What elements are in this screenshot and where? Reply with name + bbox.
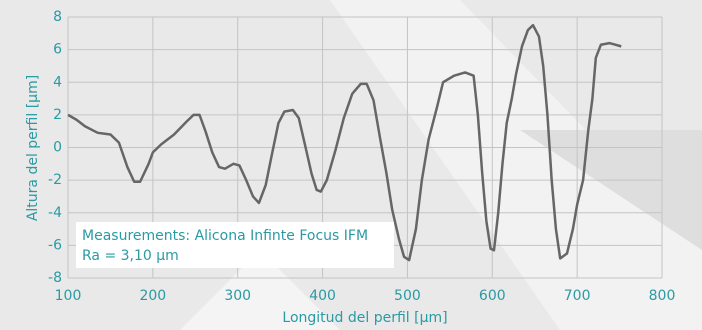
annotation-box xyxy=(76,222,394,268)
x-tick-label: 800 xyxy=(649,288,676,304)
y-tick-label: -2 xyxy=(48,172,62,188)
y-tick-label: -4 xyxy=(48,205,62,221)
annotation: Ra = 3,10 µm xyxy=(82,248,179,264)
y-tick-label: -8 xyxy=(48,270,62,286)
y-tick-label: 4 xyxy=(53,74,62,90)
y-tick-label: 8 xyxy=(53,9,62,25)
x-tick-label: 400 xyxy=(309,288,336,304)
y-tick-label: 2 xyxy=(53,107,62,123)
x-tick-label: 700 xyxy=(564,288,591,304)
annotation: Measurements: Alicona Infinte Focus IFM xyxy=(82,228,368,244)
y-axis-label: Altura del perfil [µm] xyxy=(25,75,41,221)
x-tick-label: 100 xyxy=(55,288,82,304)
profile-line xyxy=(67,23,622,262)
x-tick-label: 500 xyxy=(394,288,421,304)
x-tick-label: 200 xyxy=(139,288,166,304)
decor xyxy=(180,250,340,330)
x-axis-label: Longitud del perfil [µm] xyxy=(282,310,447,326)
y-tick-label: 6 xyxy=(53,42,62,58)
y-tick-label: 0 xyxy=(53,140,62,156)
decor xyxy=(520,130,702,250)
x-tick-label: 300 xyxy=(224,288,251,304)
x-tick-label: 600 xyxy=(479,288,506,304)
y-tick-label: -6 xyxy=(48,237,62,253)
